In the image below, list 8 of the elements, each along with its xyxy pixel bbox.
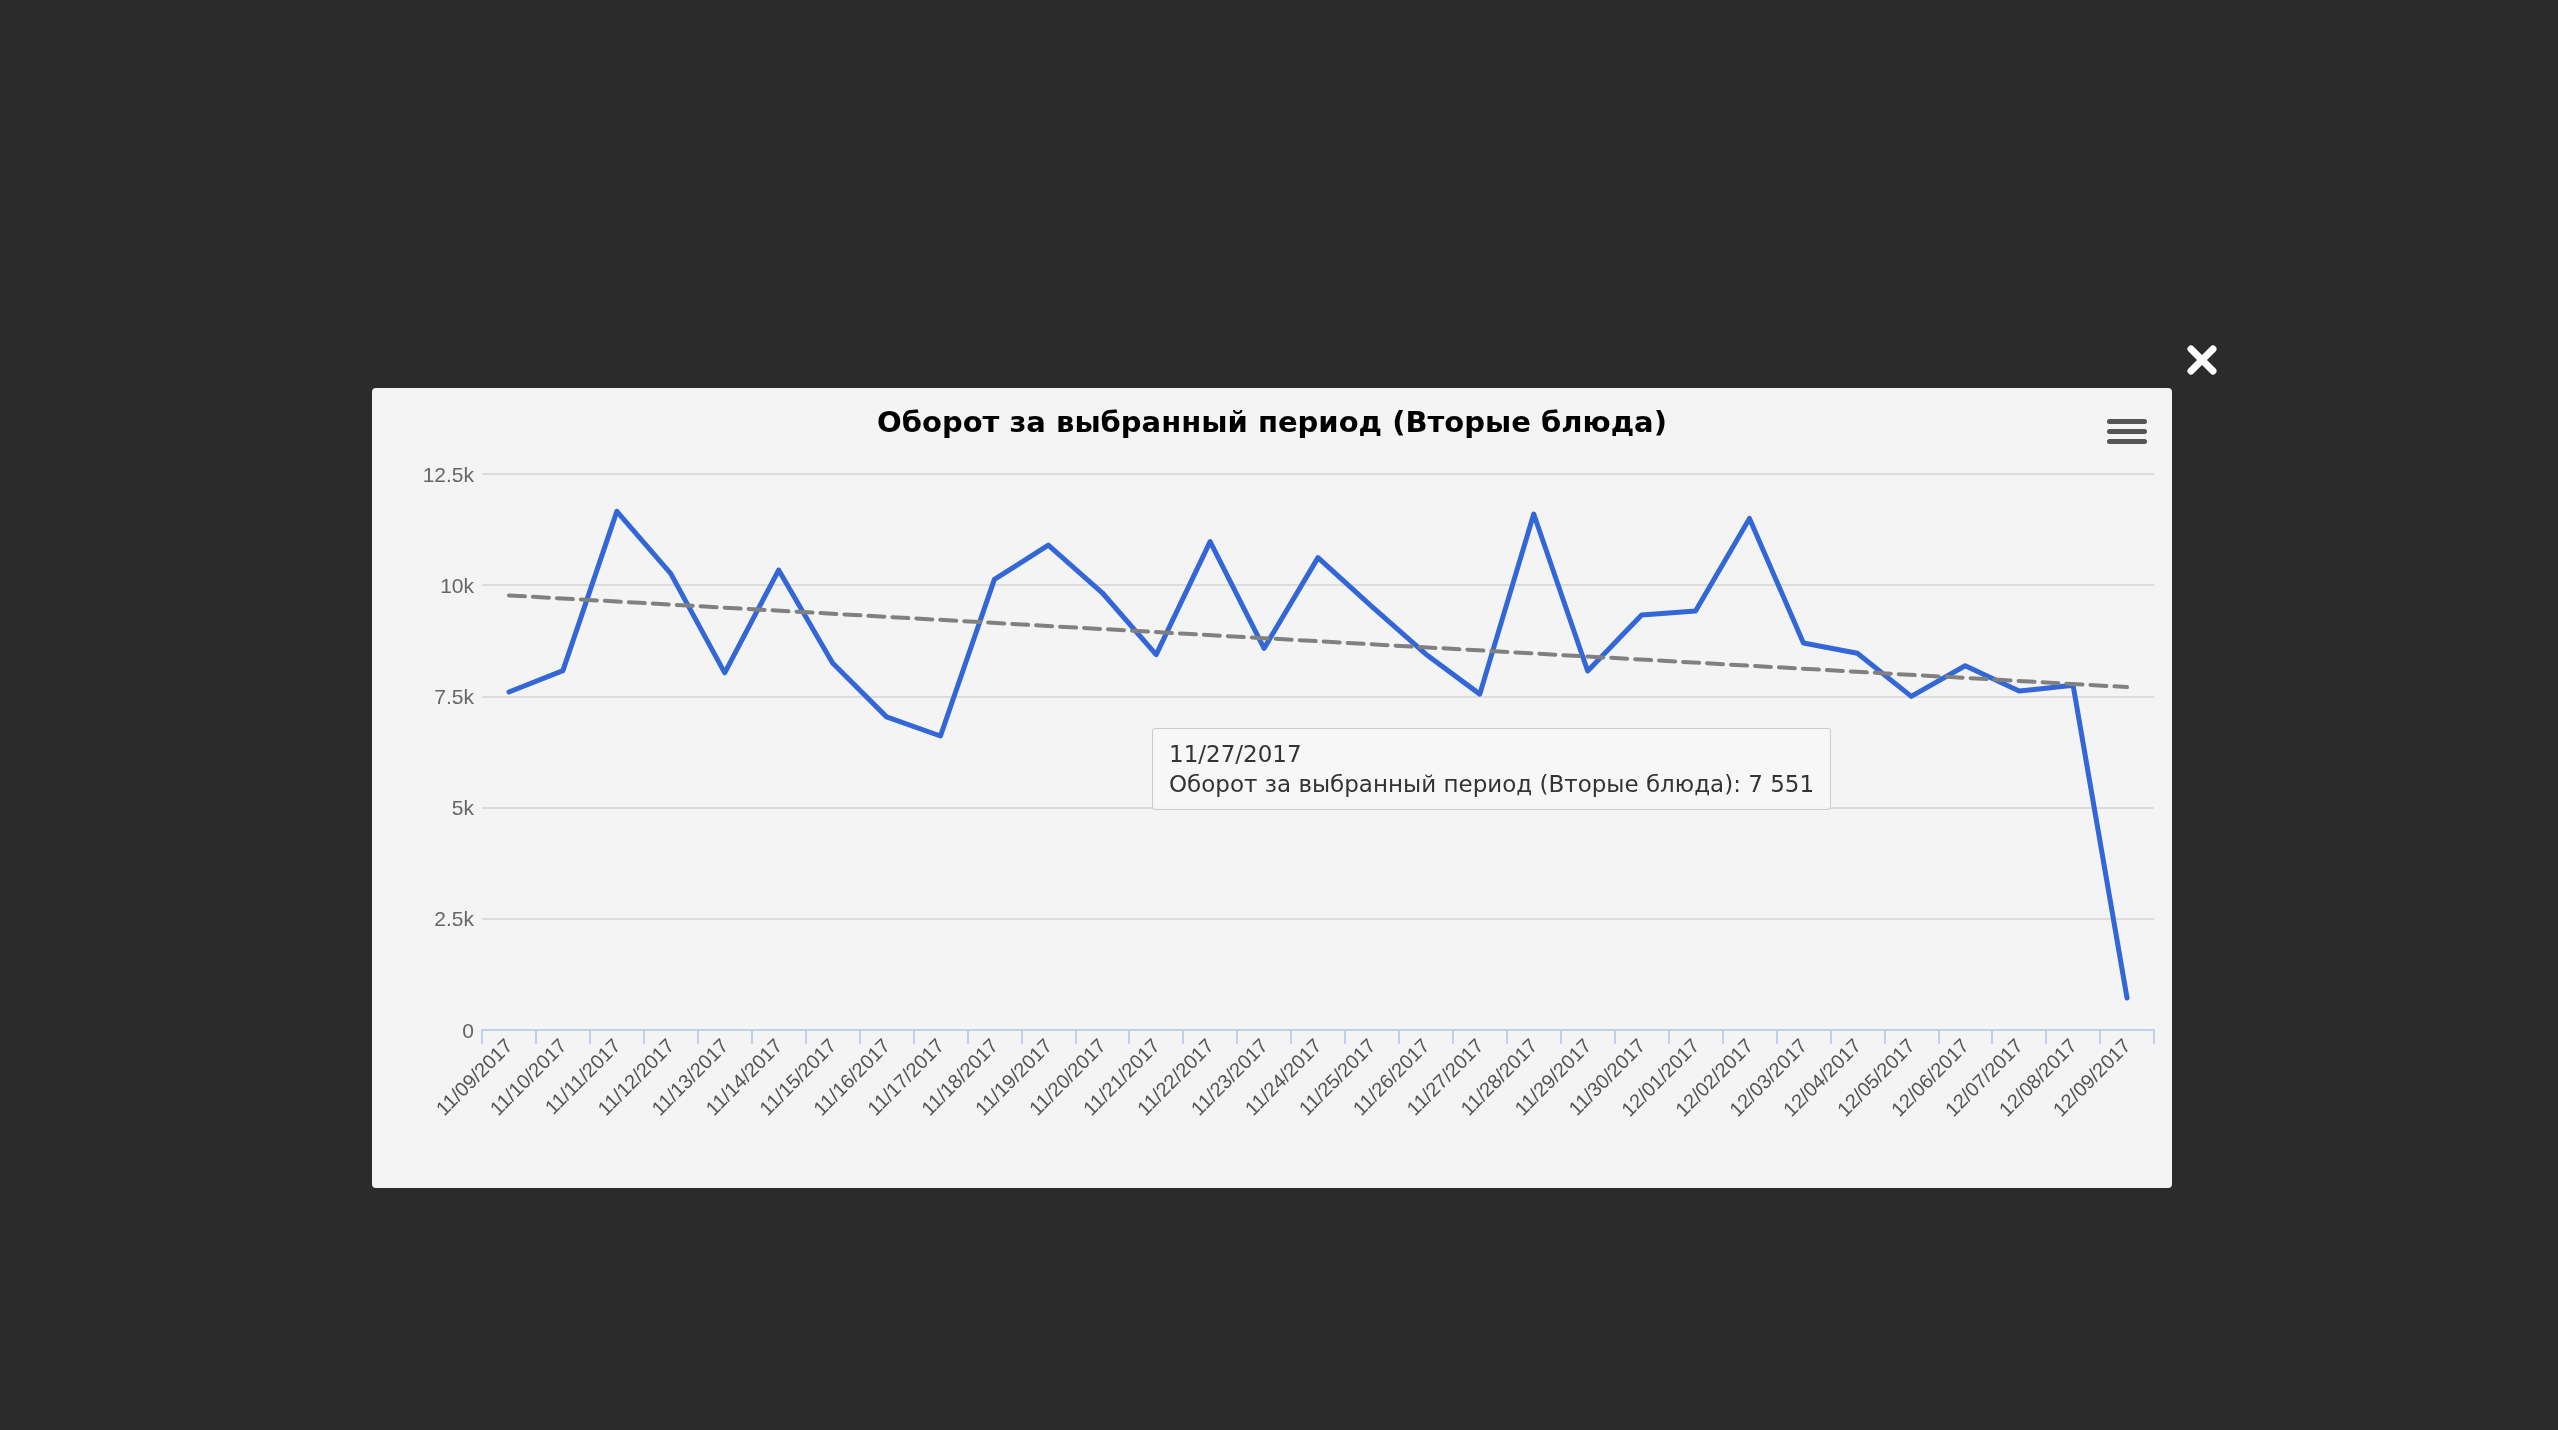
annotation: 11/27/2017 Оборот за выбранный период (Вторые блюда): 7 551 bbox=[1152, 728, 1832, 810]
y-tick-label: 2.5k bbox=[434, 907, 475, 931]
y-tick-label: 0 bbox=[462, 1018, 474, 1042]
y-tick-label: 10k bbox=[440, 573, 475, 597]
chart-title: Оборот за выбранный период (Вторые блюда) bbox=[877, 404, 1667, 439]
y-tick-label: 5k bbox=[451, 796, 475, 820]
y-tick-label: 7.5k bbox=[434, 684, 475, 708]
y-tick-label: 12.5k bbox=[422, 462, 475, 486]
